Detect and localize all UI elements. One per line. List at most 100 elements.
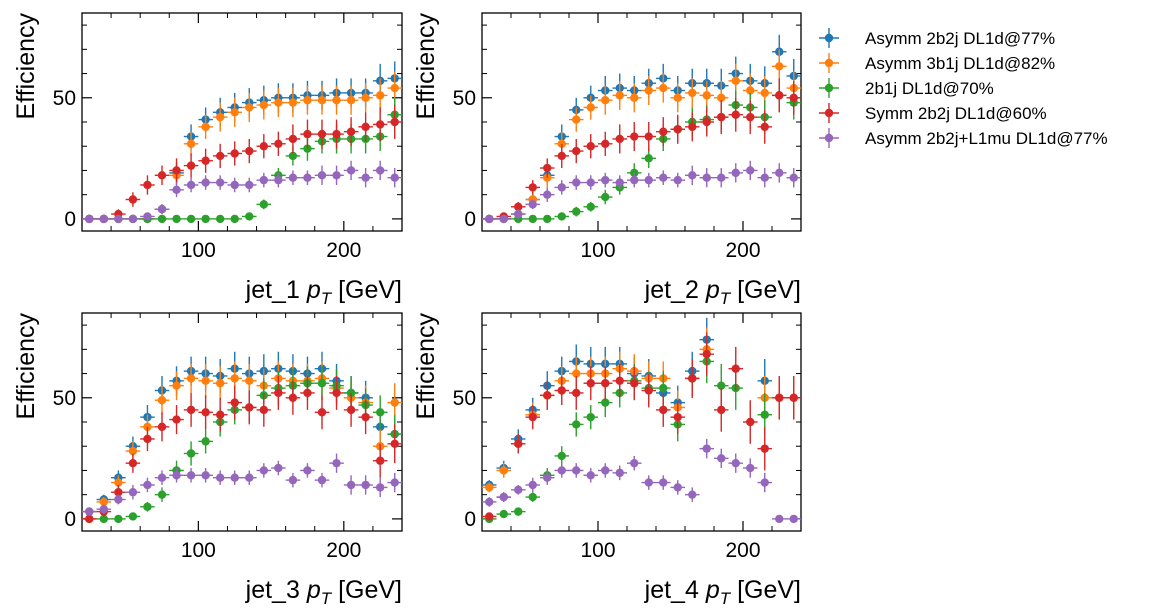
data-point bbox=[630, 175, 639, 185]
x-tick-label: 100 bbox=[580, 539, 615, 562]
data-point bbox=[375, 408, 385, 417]
x-tick-label: 200 bbox=[326, 539, 361, 562]
data-point bbox=[615, 134, 624, 144]
series-4 bbox=[82, 375, 402, 524]
data-point bbox=[789, 173, 798, 182]
data-point bbox=[688, 374, 697, 383]
data-point bbox=[760, 444, 769, 453]
data-point bbox=[172, 471, 181, 480]
legend-entry: 2b1j DL1d@70% bbox=[819, 78, 994, 98]
data-point bbox=[346, 166, 356, 175]
y-tick-label: 50 bbox=[53, 87, 76, 110]
x-axis-title: jet_4 pT [GeV] bbox=[644, 576, 801, 608]
data-point bbox=[201, 437, 210, 446]
data-point bbox=[688, 122, 697, 132]
data-point bbox=[274, 139, 283, 148]
data-point bbox=[528, 480, 537, 490]
data-point bbox=[332, 171, 341, 180]
data-point bbox=[514, 202, 523, 211]
data-point bbox=[85, 514, 94, 524]
data-point bbox=[143, 502, 152, 511]
subplot-4: 100 200 0 50 jet_4 pT [GeV] Efficiency bbox=[412, 312, 802, 608]
legend: Asymm 2b2j DL1d@77% Asymm 3b1j DL1d@82% 2b… bbox=[819, 28, 1108, 148]
data-point bbox=[528, 214, 537, 224]
data-point bbox=[245, 473, 254, 482]
data-point bbox=[543, 214, 552, 224]
y-tick-label: 50 bbox=[53, 387, 76, 410]
data-point bbox=[303, 129, 312, 139]
data-point bbox=[172, 185, 181, 195]
data-point bbox=[332, 129, 341, 139]
data-point bbox=[85, 214, 94, 224]
data-point bbox=[572, 146, 581, 156]
data-point bbox=[288, 173, 298, 182]
data-point bbox=[499, 466, 508, 475]
data-point bbox=[528, 200, 537, 209]
series-5 bbox=[82, 160, 402, 224]
x-tick-label: 200 bbox=[326, 239, 361, 262]
data-point bbox=[375, 120, 385, 129]
data-point bbox=[128, 488, 138, 497]
data-point bbox=[201, 376, 210, 386]
data-point bbox=[601, 466, 610, 475]
data-point bbox=[303, 388, 312, 398]
data-point bbox=[659, 83, 668, 93]
data-point bbox=[245, 403, 254, 412]
data-point bbox=[630, 93, 639, 102]
data-point bbox=[717, 454, 726, 463]
data-point bbox=[601, 175, 610, 185]
data-point bbox=[775, 393, 784, 402]
data-point bbox=[245, 212, 254, 221]
series-4 bbox=[482, 332, 801, 521]
data-point bbox=[99, 514, 109, 524]
data-point bbox=[375, 166, 385, 175]
data-point bbox=[390, 439, 399, 448]
data-point bbox=[186, 214, 196, 224]
series-5 bbox=[82, 453, 402, 516]
data-point bbox=[775, 514, 784, 524]
data-point bbox=[702, 117, 711, 127]
data-point bbox=[230, 214, 239, 224]
data-point bbox=[746, 417, 755, 427]
data-point bbox=[230, 398, 239, 407]
data-point bbox=[731, 364, 740, 373]
series-1 bbox=[482, 34, 801, 224]
y-tick-label: 0 bbox=[464, 508, 476, 531]
data-point bbox=[702, 91, 711, 100]
data-point bbox=[186, 449, 196, 458]
data-point bbox=[390, 173, 399, 182]
data-point bbox=[346, 480, 356, 490]
series-3 bbox=[482, 339, 772, 524]
data-point bbox=[514, 485, 523, 495]
data-point bbox=[245, 103, 254, 112]
data-point bbox=[543, 163, 552, 173]
data-point bbox=[659, 383, 668, 393]
data-point bbox=[543, 190, 552, 199]
data-point bbox=[731, 168, 740, 178]
data-point bbox=[557, 151, 566, 161]
data-point bbox=[644, 175, 653, 185]
data-point bbox=[99, 505, 109, 514]
data-point bbox=[528, 412, 537, 422]
data-point bbox=[601, 398, 610, 407]
data-point bbox=[586, 202, 595, 211]
data-point bbox=[303, 173, 312, 182]
data-point bbox=[485, 483, 494, 492]
data-point bbox=[485, 214, 494, 224]
data-point bbox=[572, 420, 581, 429]
y-axis-title: Efficiency bbox=[12, 313, 40, 420]
data-point bbox=[760, 88, 769, 98]
data-point bbox=[215, 379, 225, 388]
data-point bbox=[230, 374, 239, 383]
data-point bbox=[746, 463, 755, 473]
data-point bbox=[717, 93, 726, 102]
data-point bbox=[586, 379, 595, 388]
data-point bbox=[659, 478, 668, 487]
series-2 bbox=[482, 49, 801, 224]
data-point bbox=[201, 156, 210, 165]
data-point bbox=[485, 497, 494, 507]
data-point bbox=[390, 83, 399, 93]
data-point bbox=[128, 458, 138, 468]
data-point bbox=[514, 507, 523, 516]
data-point bbox=[230, 473, 239, 482]
